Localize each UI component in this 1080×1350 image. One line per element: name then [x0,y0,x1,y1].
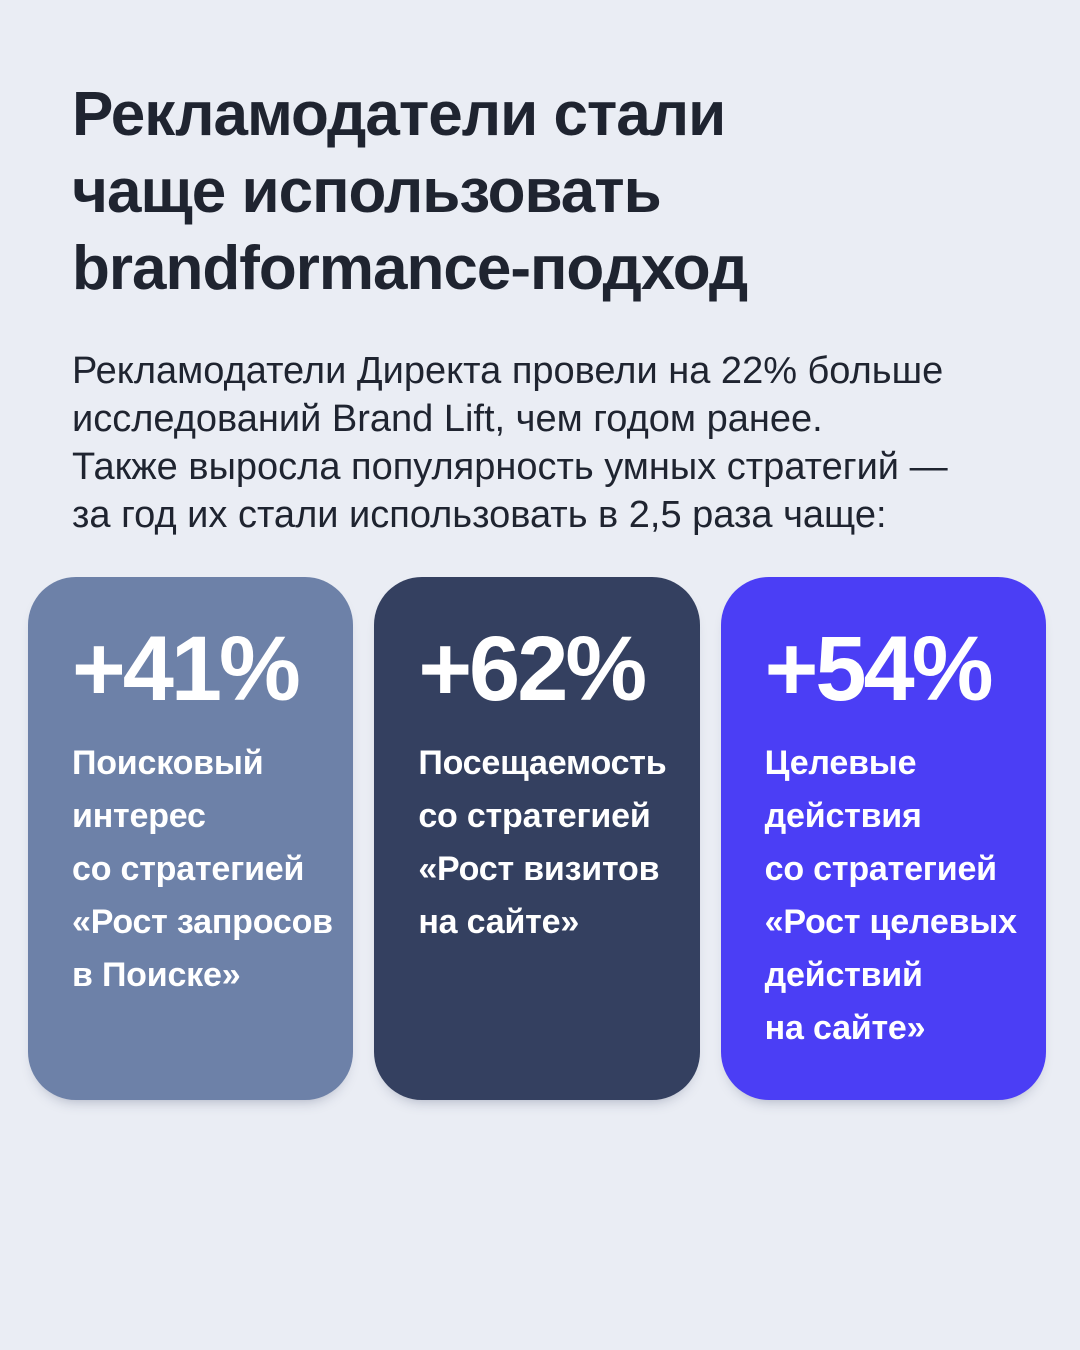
stat-description: Поисковый интерес со стратегией «Рост за… [72,744,333,994]
stat-card-search-interest: +41% Поисковый интерес со стратегией «Ро… [28,577,354,1100]
stat-description: Целевые действия со стратегией «Рост цел… [764,744,1017,1047]
stat-cards: +41% Поисковый интерес со стратегией «Ро… [28,577,1046,1100]
stat-description: Посещаемость со стратегией «Рост визитов… [418,744,667,941]
stat-value: +62% [418,618,647,720]
stat-card-conversions: +54% Целевые действия со стратегией «Рос… [720,577,1046,1100]
infographic-page: Рекламодатели стали чаще использовать br… [0,76,1080,1350]
stat-card-site-visits: +62% Посещаемость со стратегией «Рост ви… [374,577,700,1100]
page-title: Рекламодатели стали чаще использовать br… [72,80,748,303]
stat-value: +41% [72,618,301,720]
stat-value: +54% [764,618,994,720]
intro-paragraph: Рекламодатели Директа провели на 22% бол… [72,350,948,536]
